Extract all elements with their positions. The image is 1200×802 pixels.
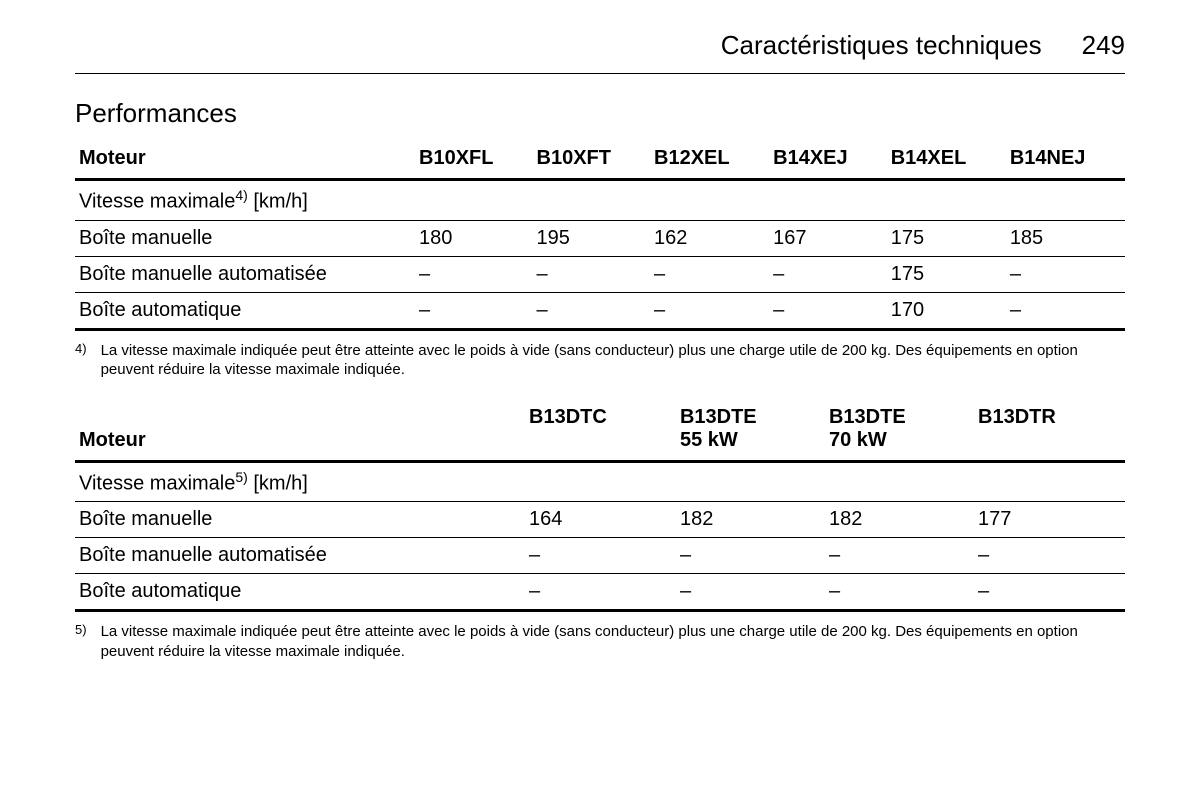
- col-header-l2: 70 kW: [829, 429, 887, 451]
- cell: –: [974, 574, 1125, 611]
- cell: 177: [974, 502, 1125, 538]
- cell: –: [1006, 256, 1125, 292]
- col-header: B12XEL: [650, 141, 769, 180]
- row-label: Boîte automatique: [75, 574, 525, 611]
- row-label: Boîte automatique: [75, 292, 415, 329]
- cell: 170: [887, 292, 1006, 329]
- col-header: B14NEJ: [1006, 141, 1125, 180]
- cell: 182: [825, 502, 974, 538]
- table-subheader-row: Vitesse maximale4) [km/h]: [75, 180, 1125, 221]
- table-row: Boîte manuelle 180 195 162 167 175 185: [75, 220, 1125, 256]
- row-label: Boîte manuelle: [75, 502, 525, 538]
- cell: 162: [650, 220, 769, 256]
- row-label: Boîte manuelle automatisée: [75, 256, 415, 292]
- footnote-text: La vitesse maximale indiquée peut être a…: [101, 622, 1125, 661]
- footnote-2: 5) La vitesse maximale indiquée peut êtr…: [75, 622, 1125, 661]
- cell: –: [525, 574, 676, 611]
- table-subheader-row: Vitesse maximale5) [km/h]: [75, 461, 1125, 502]
- footnote-text: La vitesse maximale indiquée peut être a…: [101, 341, 1125, 380]
- cell: –: [769, 292, 887, 329]
- col-header-l1: B13DTR: [978, 406, 1056, 428]
- cell: 180: [415, 220, 533, 256]
- col-header: B13DTR: [974, 400, 1125, 462]
- col-header-l2: 55 kW: [680, 429, 738, 451]
- row-label: Boîte manuelle: [75, 220, 415, 256]
- footnote-marker: 4): [75, 341, 87, 380]
- col-header: B14XEL: [887, 141, 1006, 180]
- col-header: B13DTE 70 kW: [825, 400, 974, 462]
- col-header: B10XFT: [533, 141, 651, 180]
- cell: 195: [533, 220, 651, 256]
- cell: –: [415, 256, 533, 292]
- footnote-1: 4) La vitesse maximale indiquée peut êtr…: [75, 341, 1125, 380]
- performance-table-1: Moteur B10XFL B10XFT B12XEL B14XEJ B14XE…: [75, 141, 1125, 331]
- cell: –: [415, 292, 533, 329]
- col-header: B10XFL: [415, 141, 533, 180]
- performance-table-2: Moteur B13DTC B13DTE 55 kW B13DTE 70 kW …: [75, 400, 1125, 613]
- table-header-row: Moteur B10XFL B10XFT B12XEL B14XEJ B14XE…: [75, 141, 1125, 180]
- cell: –: [974, 538, 1125, 574]
- subheader-sup: 4): [235, 187, 247, 203]
- section-title: Caractéristiques techniques: [721, 30, 1042, 61]
- cell: 164: [525, 502, 676, 538]
- footnote-marker: 5): [75, 622, 87, 661]
- cell: –: [825, 574, 974, 611]
- page-number: 249: [1082, 30, 1125, 61]
- cell: –: [533, 292, 651, 329]
- page-title: Performances: [75, 98, 1125, 129]
- cell: 175: [887, 256, 1006, 292]
- cell: –: [769, 256, 887, 292]
- cell: –: [525, 538, 676, 574]
- subheader-prefix: Vitesse maximale: [79, 191, 235, 213]
- header-label: Moteur: [75, 141, 415, 180]
- cell: –: [825, 538, 974, 574]
- table-row: Boîte automatique – – – –: [75, 574, 1125, 611]
- col-header-l1: B13DTE: [829, 406, 906, 428]
- header-label: Moteur: [75, 400, 525, 462]
- table-row: Boîte automatique – – – – 170 –: [75, 292, 1125, 329]
- subheader-suffix: [km/h]: [248, 472, 308, 494]
- cell: –: [650, 256, 769, 292]
- subheader-cell: Vitesse maximale5) [km/h]: [75, 461, 1125, 502]
- col-header: B13DTE 55 kW: [676, 400, 825, 462]
- cell: –: [676, 574, 825, 611]
- table-header-row: Moteur B13DTC B13DTE 55 kW B13DTE 70 kW …: [75, 400, 1125, 462]
- cell: 175: [887, 220, 1006, 256]
- col-header: B13DTC: [525, 400, 676, 462]
- cell: –: [650, 292, 769, 329]
- table-row: Boîte manuelle automatisée – – – – 175 –: [75, 256, 1125, 292]
- subheader-cell: Vitesse maximale4) [km/h]: [75, 180, 1125, 221]
- col-header-l1: B13DTC: [529, 406, 607, 428]
- subheader-sup: 5): [235, 469, 247, 485]
- table-row: Boîte manuelle automatisée – – – –: [75, 538, 1125, 574]
- cell: 185: [1006, 220, 1125, 256]
- cell: –: [1006, 292, 1125, 329]
- cell: –: [676, 538, 825, 574]
- cell: 182: [676, 502, 825, 538]
- cell: –: [533, 256, 651, 292]
- col-header-l1: B13DTE: [680, 406, 757, 428]
- page-header: Caractéristiques techniques 249: [75, 30, 1125, 74]
- table-row: Boîte manuelle 164 182 182 177: [75, 502, 1125, 538]
- cell: 167: [769, 220, 887, 256]
- subheader-suffix: [km/h]: [248, 191, 308, 213]
- col-header: B14XEJ: [769, 141, 887, 180]
- row-label: Boîte manuelle automatisée: [75, 538, 525, 574]
- subheader-prefix: Vitesse maximale: [79, 472, 235, 494]
